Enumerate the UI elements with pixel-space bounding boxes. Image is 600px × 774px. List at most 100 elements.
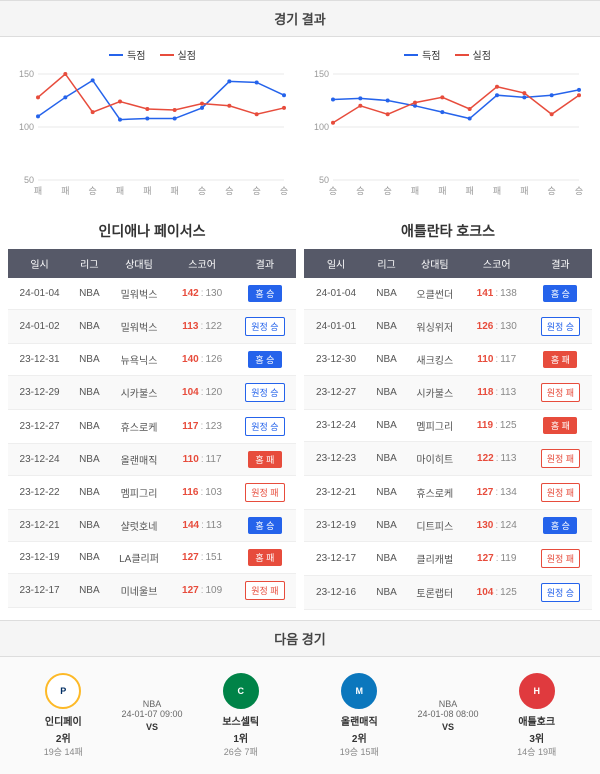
chart-legend: 득점 실점 xyxy=(305,47,590,62)
cell-score: 113:122 xyxy=(170,310,233,344)
table-row[interactable]: 23-12-21 NBA 샬럿호네 144:113 홈 승 xyxy=(8,510,296,542)
chart-left: 득점 실점 50100150패패승패패패승승승승 xyxy=(10,47,295,201)
table-row[interactable]: 23-12-21 NBA 휴스로케 127:134 원정 패 xyxy=(304,476,592,510)
cell-result: 원정 패 xyxy=(529,376,592,410)
cell-league: NBA xyxy=(71,278,107,310)
next-game-away-team: H 애틀호크 3위 14승 19패 xyxy=(487,673,586,758)
cell-result: 원정 승 xyxy=(529,576,592,610)
svg-text:50: 50 xyxy=(24,175,34,185)
team-name: 인디페이 xyxy=(14,713,113,728)
result-badge: 홈 승 xyxy=(543,285,577,302)
cell-result: 홈 승 xyxy=(529,510,592,542)
table-row[interactable]: 23-12-19 NBA 디트피스 130:124 홈 승 xyxy=(304,510,592,542)
table-right-col: 애틀란타 호크스 일시 리그 상대팀 스코어 결과 24-01-04 NBA 오… xyxy=(304,211,592,610)
result-badge: 홈 패 xyxy=(248,549,282,566)
results-table-left: 일시 리그 상대팀 스코어 결과 24-01-04 NBA 밀워벅스 142:1… xyxy=(8,249,296,608)
result-badge: 원정 패 xyxy=(541,483,580,502)
cell-score: 117:123 xyxy=(170,410,233,444)
svg-text:패: 패 xyxy=(143,186,151,196)
table-row[interactable]: 23-12-31 NBA 뉴욕닉스 140:126 홈 승 xyxy=(8,344,296,376)
cell-result: 홈 패 xyxy=(234,542,296,574)
cell-date: 23-12-17 xyxy=(304,542,368,576)
table-row[interactable]: 23-12-17 NBA 클리캐벌 127:119 원정 패 xyxy=(304,542,592,576)
chart-legend: 득점 실점 xyxy=(10,47,295,62)
charts-row: 득점 실점 50100150패패승패패패승승승승 득점 실점 50100150승… xyxy=(0,37,600,211)
table-row[interactable]: 24-01-04 NBA 오클썬더 141:138 홈 승 xyxy=(304,278,592,310)
cell-date: 23-12-27 xyxy=(304,376,368,410)
cell-date: 24-01-04 xyxy=(304,278,368,310)
cell-opp: 밀워벅스 xyxy=(108,310,171,344)
cell-score: 127:151 xyxy=(170,542,233,574)
cell-score: 122:113 xyxy=(465,442,529,476)
result-badge: 원정 패 xyxy=(245,483,284,502)
table-row[interactable]: 23-12-19 NBA LA클리퍼 127:151 홈 패 xyxy=(8,542,296,574)
svg-text:100: 100 xyxy=(314,122,329,132)
cell-result: 홈 패 xyxy=(529,410,592,442)
svg-text:승: 승 xyxy=(575,186,583,196)
cell-opp: 워싱위저 xyxy=(405,310,465,344)
team-record: 26승 7패 xyxy=(191,745,290,758)
result-badge: 홈 승 xyxy=(248,351,282,368)
table-row[interactable]: 23-12-17 NBA 미네울브 127:109 원정 패 xyxy=(8,574,296,608)
table-row[interactable]: 23-12-24 NBA 올랜매직 110:117 홈 패 xyxy=(8,444,296,476)
cell-opp: 시카불스 xyxy=(108,376,171,410)
cell-date: 23-12-21 xyxy=(8,510,71,542)
cell-date: 23-12-29 xyxy=(8,376,71,410)
ng-datetime: 24-01-08 08:00 xyxy=(409,709,488,719)
cell-score: 116:103 xyxy=(170,476,233,510)
table-row[interactable]: 23-12-24 NBA 멤피그리 119:125 홈 패 xyxy=(304,410,592,442)
table-row[interactable]: 24-01-02 NBA 밀워벅스 113:122 원정 승 xyxy=(8,310,296,344)
table-row[interactable]: 23-12-22 NBA 멤피그리 116:103 원정 패 xyxy=(8,476,296,510)
table-row[interactable]: 23-12-27 NBA 휴스로케 117:123 원정 승 xyxy=(8,410,296,444)
svg-text:승: 승 xyxy=(280,186,288,196)
result-badge: 홈 승 xyxy=(248,285,282,302)
svg-text:패: 패 xyxy=(116,186,124,196)
team-name: 올랜매직 xyxy=(310,713,409,728)
cell-league: NBA xyxy=(71,542,107,574)
th-date: 일시 xyxy=(304,249,368,278)
svg-text:승: 승 xyxy=(198,186,206,196)
team-title-left: 인디애나 페이서스 xyxy=(8,211,296,249)
table-row[interactable]: 24-01-01 NBA 워싱위저 126:130 원정 승 xyxy=(304,310,592,344)
cell-opp: 샬럿호네 xyxy=(108,510,171,542)
legend-conceded-label: 실점 xyxy=(178,47,196,62)
table-row[interactable]: 23-12-16 NBA 토론랩터 104:125 원정 승 xyxy=(304,576,592,610)
svg-text:승: 승 xyxy=(253,186,261,196)
chart-right: 득점 실점 50100150승승승패패패패패승승 xyxy=(305,47,590,201)
table-row[interactable]: 23-12-29 NBA 시카불스 104:120 원정 승 xyxy=(8,376,296,410)
team-name: 보스셀틱 xyxy=(191,713,290,728)
cell-league: NBA xyxy=(71,410,107,444)
result-badge: 원정 승 xyxy=(245,383,284,402)
result-badge: 홈 패 xyxy=(543,417,577,434)
cell-score: 118:113 xyxy=(465,376,529,410)
table-row[interactable]: 23-12-23 NBA 마이히트 122:113 원정 패 xyxy=(304,442,592,476)
cell-result: 원정 승 xyxy=(529,310,592,344)
result-badge: 원정 승 xyxy=(245,317,284,336)
svg-text:50: 50 xyxy=(319,175,329,185)
cell-date: 23-12-23 xyxy=(304,442,368,476)
next-game-info: NBA 24-01-08 08:00 VS xyxy=(409,699,488,732)
next-game-card[interactable]: M 올랜매직 2위 19승 15패 NBA 24-01-08 08:00 VS … xyxy=(304,667,592,764)
cell-date: 23-12-17 xyxy=(8,574,71,608)
legend-conceded-label: 실점 xyxy=(473,47,491,62)
cell-opp: 미네울브 xyxy=(108,574,171,608)
cell-league: NBA xyxy=(71,444,107,476)
cell-score: 110:117 xyxy=(170,444,233,476)
team-record: 19승 15패 xyxy=(310,745,409,758)
cell-result: 원정 패 xyxy=(234,476,296,510)
table-row[interactable]: 24-01-04 NBA 밀워벅스 142:130 홈 승 xyxy=(8,278,296,310)
cell-opp: 멤피그리 xyxy=(108,476,171,510)
cell-league: NBA xyxy=(368,344,405,376)
cell-score: 104:120 xyxy=(170,376,233,410)
cell-league: NBA xyxy=(368,576,405,610)
next-game-card[interactable]: P 인디페이 2위 19승 14패 NBA 24-01-07 09:00 VS … xyxy=(8,667,296,764)
next-games-row: P 인디페이 2위 19승 14패 NBA 24-01-07 09:00 VS … xyxy=(0,657,600,774)
ng-datetime: 24-01-07 09:00 xyxy=(113,709,192,719)
table-row[interactable]: 23-12-30 NBA 새크킹스 110:117 홈 패 xyxy=(304,344,592,376)
chart-svg-left: 50100150패패승패패패승승승승 xyxy=(10,68,290,198)
svg-text:패: 패 xyxy=(411,186,419,196)
legend-scored-label: 득점 xyxy=(422,47,440,62)
result-badge: 홈 승 xyxy=(248,517,282,534)
table-row[interactable]: 23-12-27 NBA 시카불스 118:113 원정 패 xyxy=(304,376,592,410)
team-logo-icon: M xyxy=(341,673,377,709)
